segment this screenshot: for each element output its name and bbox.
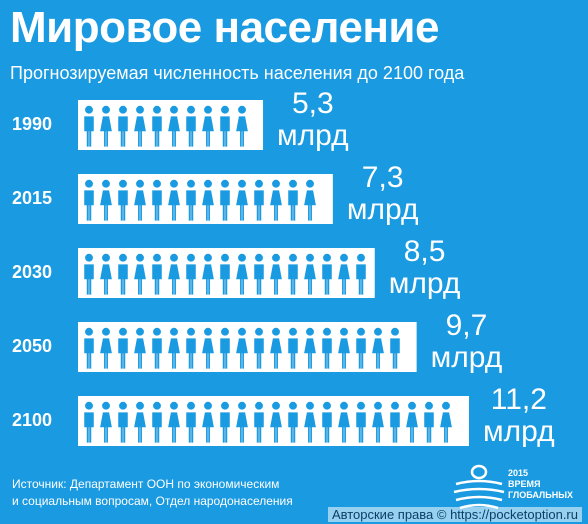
value-label: 11,2 млрд: [483, 384, 555, 448]
value-number: 5,3: [291, 87, 334, 120]
year-label: 2030: [12, 262, 53, 282]
logo-line-2: ВРЕМЯ: [508, 479, 541, 489]
value-unit: млрд: [430, 341, 503, 374]
value-unit: млрд: [483, 415, 555, 448]
year-label: 2015: [12, 188, 53, 208]
bar-2050: [78, 322, 417, 372]
value-number: 9,7: [445, 309, 488, 342]
page-title: Мировое население: [10, 3, 439, 52]
bar-2030: [78, 248, 375, 298]
year-label: 2100: [12, 410, 53, 430]
logo-text: 2015 ВРЕМЯ ГЛОБАЛЬНЫХ: [508, 468, 573, 501]
population-chart: [78, 100, 469, 446]
source-line-2: и социальным вопросам, Отдел народонасел…: [12, 494, 293, 508]
bar-1990: [78, 100, 264, 150]
source-line-1: Источник: Департамент ООН по экономическ…: [12, 477, 280, 491]
value-unit: млрд: [346, 193, 419, 226]
value-unit: млрд: [277, 119, 349, 152]
value-number: 7,3: [361, 161, 404, 194]
value-label: 9,7 млрд: [431, 310, 503, 374]
logo-line-1: 2015: [508, 468, 529, 478]
year-label: 1990: [12, 114, 53, 134]
value-label: 5,3 млрд: [277, 88, 349, 152]
copyright-watermark: Авторские права © https://pocketoption.r…: [327, 507, 582, 522]
value-label: 8,5 млрд: [389, 236, 461, 300]
value-unit: млрд: [388, 267, 461, 300]
value-number: 8,5: [403, 235, 446, 268]
year-label: 2050: [12, 336, 53, 356]
value-label: 7,3 млрд: [347, 162, 419, 226]
page-subtitle: Прогнозируемая численность населения до …: [10, 63, 465, 83]
bar-rect-2050: [78, 322, 417, 372]
bar-2100: [78, 396, 469, 446]
bar-2015: [78, 174, 333, 224]
logo-line-3: ГЛОБАЛЬНЫХ: [508, 490, 574, 500]
source-note: Источник: Департамент ООН по экономическ…: [12, 476, 293, 510]
value-number: 11,2: [490, 383, 547, 416]
